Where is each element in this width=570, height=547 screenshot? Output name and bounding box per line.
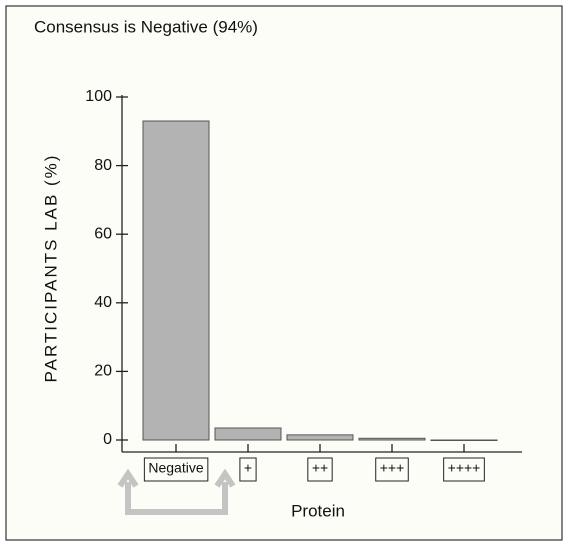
x-tick-label: ++ [312, 460, 328, 476]
bar [430, 439, 498, 441]
bar [142, 120, 210, 441]
chart-title: Consensus is Negative (94%) [34, 17, 258, 36]
x-tick-label: + [244, 460, 252, 476]
x-tick-label-box [375, 457, 409, 482]
bar [358, 437, 426, 441]
bar [214, 427, 282, 441]
y-tick-label: 80 [94, 157, 112, 174]
x-tick-label: +++ [380, 460, 405, 476]
x-axis-label: Protein [291, 501, 345, 520]
arrow-decoration [117, 468, 236, 515]
y-tick-label: 20 [94, 363, 112, 380]
y-tick-label: 60 [94, 225, 112, 242]
x-tick-label-box [443, 457, 485, 482]
frame [5, 5, 563, 541]
y-tick-label: 40 [94, 294, 112, 311]
x-tick-label-box [143, 457, 209, 482]
y-axis-label: PARTICIPANTS LAB (%) [41, 154, 60, 383]
x-tick-label: ++++ [448, 460, 481, 476]
x-tick-label-box [239, 457, 257, 482]
y-tick-label: 100 [85, 88, 112, 105]
bar [286, 434, 354, 441]
x-tick-label: Negative [148, 460, 203, 476]
y-tick-label: 0 [103, 431, 112, 448]
x-tick-label-box [307, 457, 333, 482]
